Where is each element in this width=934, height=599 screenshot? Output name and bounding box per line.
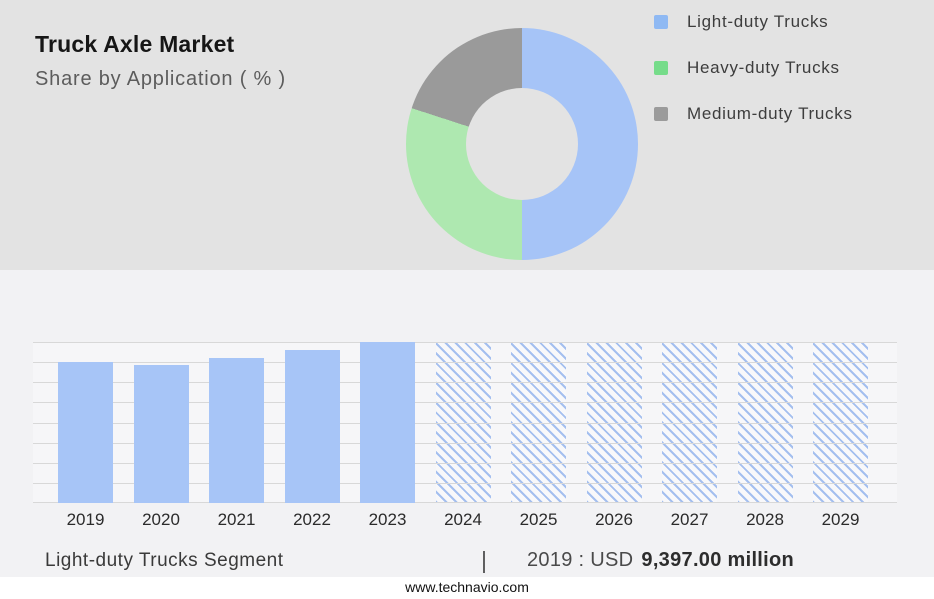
- page-title: Truck Axle Market: [35, 31, 235, 57]
- legend-item-1: Heavy-duty Trucks: [654, 58, 853, 77]
- x-axis-label-2023: 2023: [368, 510, 407, 529]
- x-axis-label-2025: 2025: [519, 510, 558, 529]
- x-axis-label-2028: 2028: [746, 510, 784, 529]
- donut-chart-hole: [466, 88, 578, 200]
- share-by-application-panel: Truck Axle Market Share by Application (…: [0, 0, 934, 270]
- bar-2020: [133, 365, 189, 503]
- x-axis-label-2026: 2026: [595, 510, 633, 529]
- legend-label: Heavy-duty Trucks: [687, 58, 840, 77]
- x-axis-label-2024: 2024: [444, 510, 482, 529]
- gridline: [33, 423, 897, 424]
- bar-chart-x-axis: 2019 2020 2021 2022 2023 2024 2025 2026 2027 2028…: [0, 510, 934, 534]
- bar-2026-forecast: [586, 342, 642, 503]
- gridline: [33, 502, 897, 503]
- legend-item-0: Light-duty Trucks: [654, 12, 853, 31]
- legend-label: Light-duty Trucks: [687, 12, 829, 31]
- bar-chart-plot-area: [33, 342, 897, 503]
- bar-2029-forecast: [813, 342, 868, 503]
- footer-url: www.technavio.com: [405, 579, 529, 595]
- x-axis-label-2027: 2027: [670, 510, 709, 529]
- bar-2021: [209, 358, 264, 503]
- footer: www.technavio.com: [0, 577, 934, 599]
- bar-2019: [58, 362, 113, 503]
- legend-swatch-icon: [654, 61, 668, 75]
- donut-chart: [406, 28, 638, 260]
- gridline: [33, 443, 897, 444]
- legend-swatch-icon: [654, 15, 668, 29]
- x-axis-label-2021: 2021: [217, 510, 256, 529]
- bar-2028-forecast: [737, 342, 793, 503]
- segment-label: Light-duty Trucks Segment: [45, 550, 284, 571]
- base-year-value: 2019 : USD 9,397.00 million: [527, 549, 794, 572]
- caption-separator: |: [481, 547, 487, 573]
- x-axis-label-2022: 2022: [293, 510, 331, 529]
- bar-2023: [360, 342, 415, 503]
- bar-2024-forecast: [435, 342, 491, 503]
- legend-item-2: Medium-duty Trucks: [654, 104, 853, 123]
- x-axis-label-2029: 2029: [821, 510, 860, 529]
- legend-label: Medium-duty Trucks: [687, 104, 853, 123]
- donut-legend: Light-duty Trucks Heavy-duty Trucks Medium…: [654, 12, 853, 151]
- gridline: [33, 402, 897, 403]
- legend-swatch-icon: [654, 107, 668, 121]
- x-axis-label-2020: 2020: [142, 510, 180, 529]
- base-year-value-amount: 9,397.00 million: [641, 549, 795, 571]
- caption-row: Light-duty Trucks Segment | 2019 : USD 9,…: [0, 547, 934, 577]
- bar-2025-forecast: [511, 342, 566, 503]
- market-size-panel: 2019 2020 2021 2022 2023 2024 2025 2026 2027 2028…: [0, 270, 934, 599]
- base-year-value-prefix: 2019 : USD: [527, 549, 634, 571]
- bar-2027-forecast: [662, 342, 717, 503]
- page-subtitle: Share by Application ( % ): [35, 68, 286, 90]
- gridline: [33, 342, 897, 343]
- gridline: [33, 463, 897, 464]
- gridline: [33, 483, 897, 484]
- bar-2022: [284, 350, 340, 503]
- gridline: [33, 362, 897, 363]
- x-axis-label-2019: 2019: [66, 510, 105, 529]
- gridline: [33, 382, 897, 383]
